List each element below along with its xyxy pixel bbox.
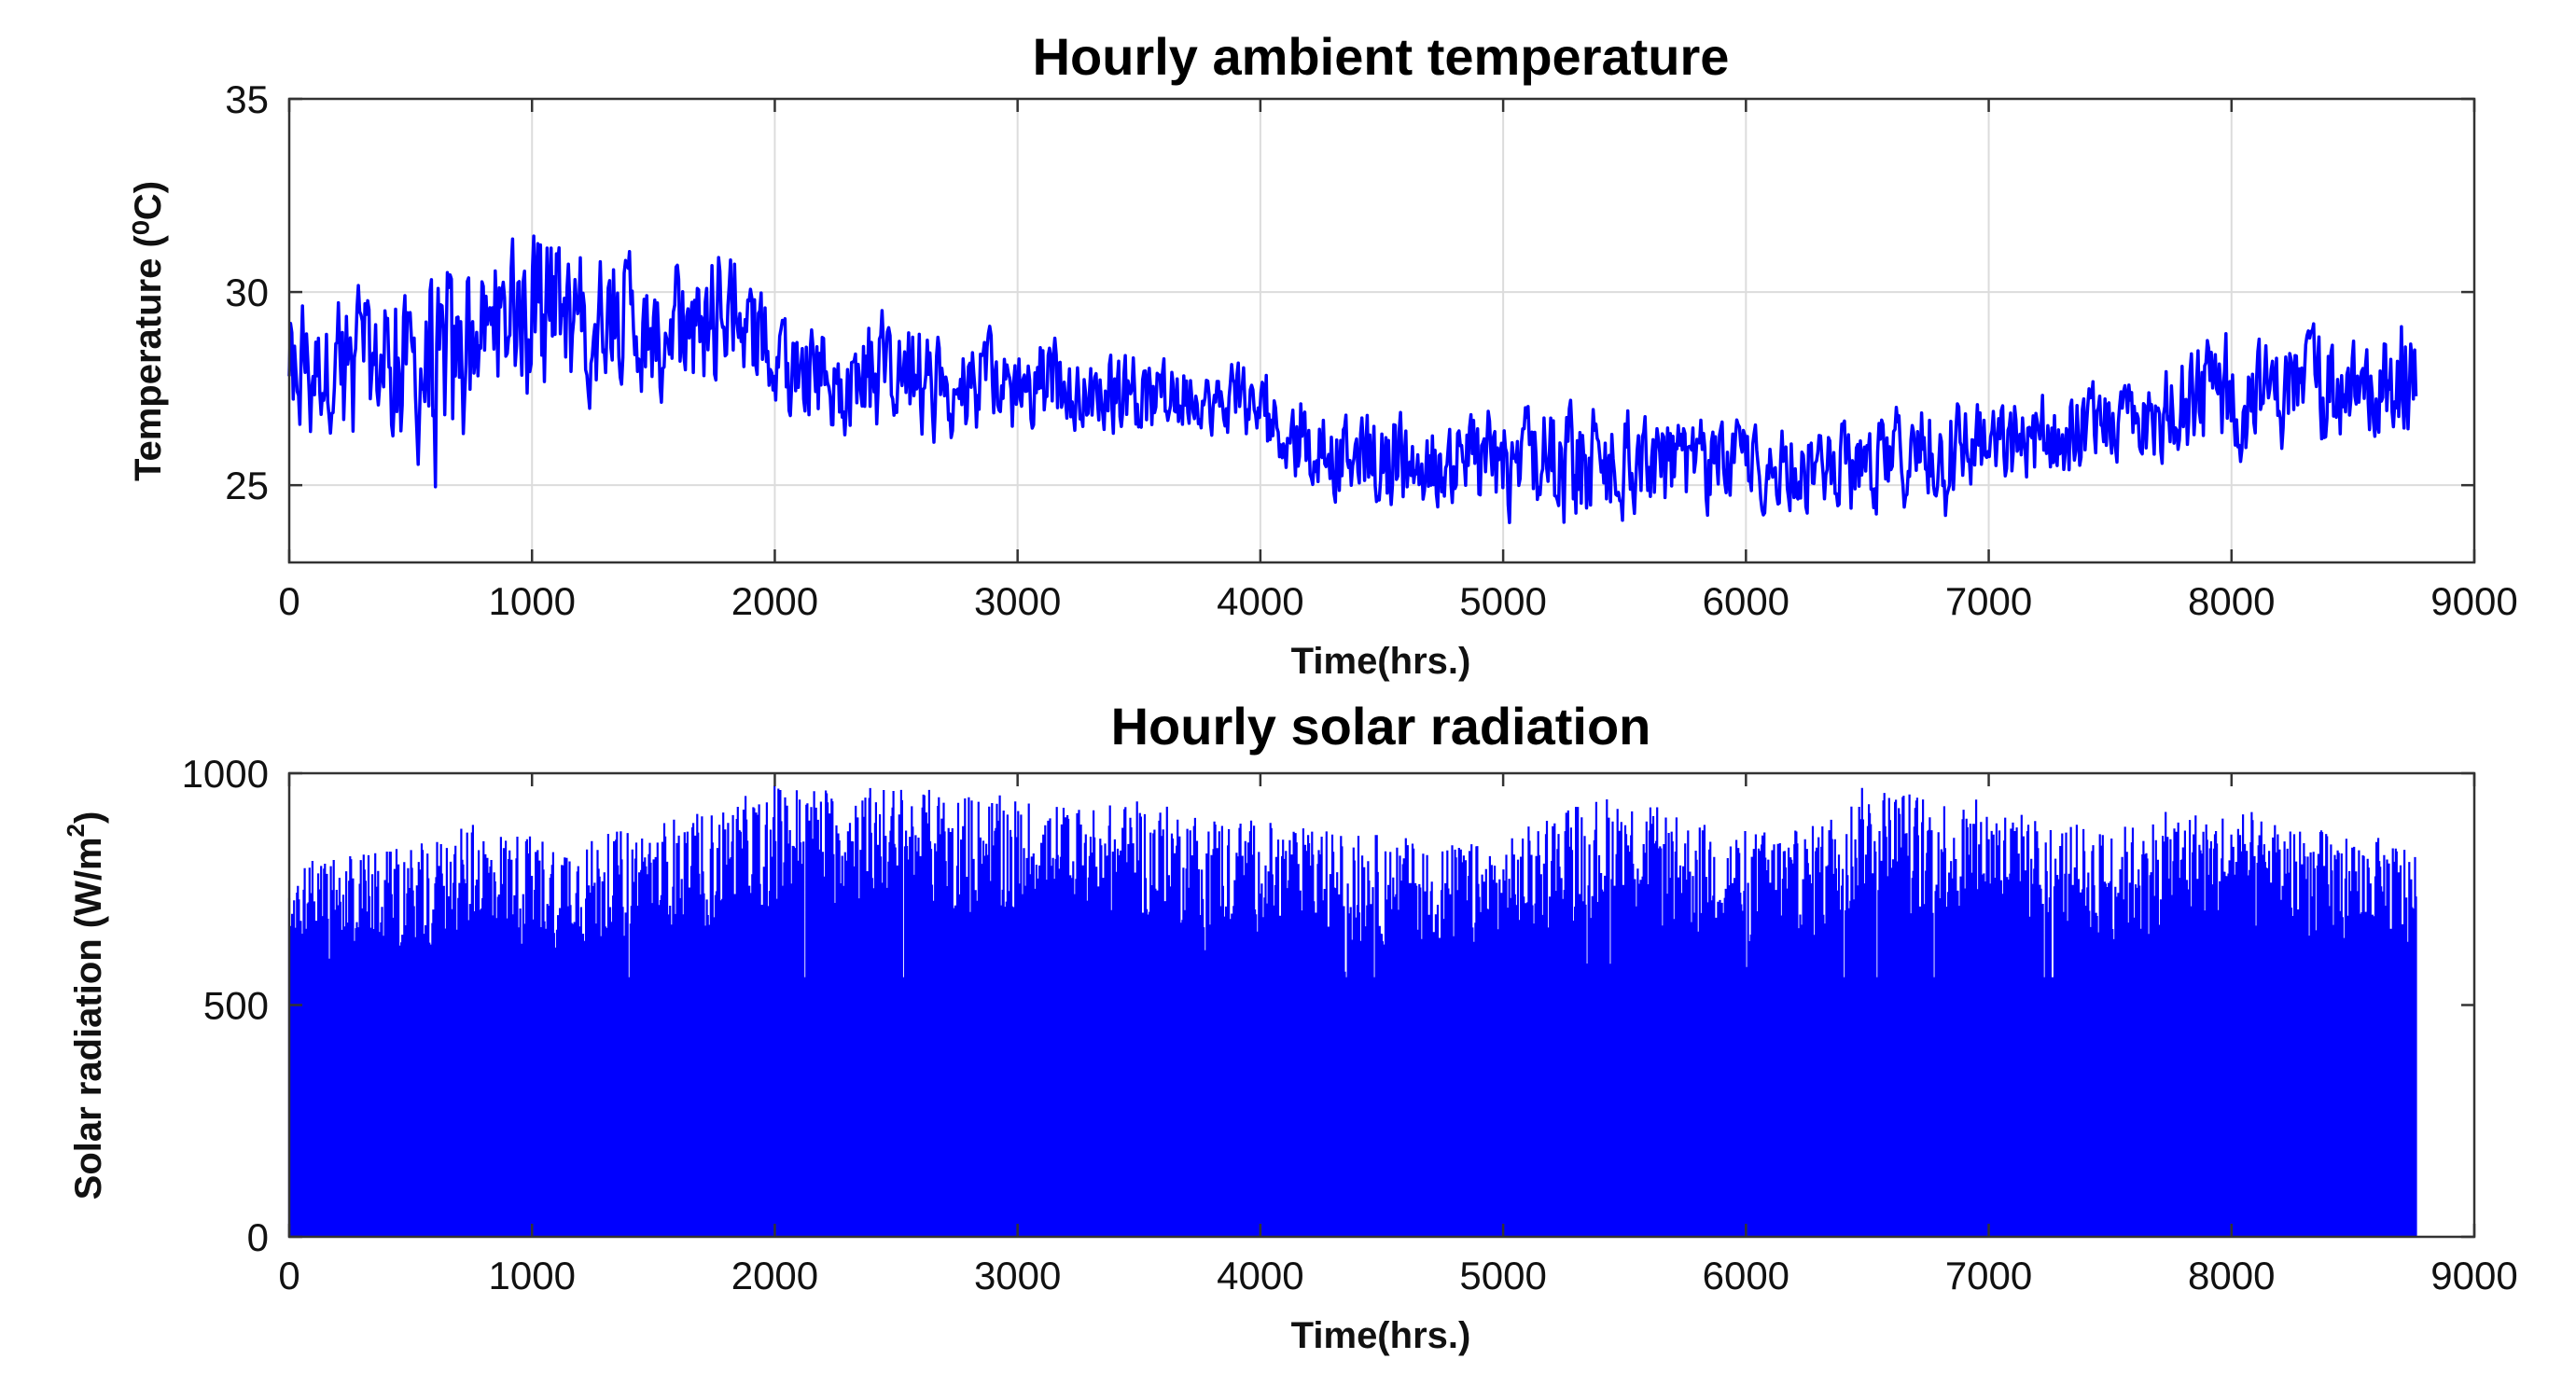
y-axis-label-close: ) (68, 811, 109, 824)
x-tick-label: 1000 (489, 579, 576, 623)
x-tick-label: 4000 (1217, 1254, 1303, 1297)
solar-radiation-chart: Hourly solar radiation 0 1000 2000 3000 4000… (62, 697, 2518, 1356)
y-axis-label: Temperature (⁰C) (128, 181, 169, 481)
y-axis-label-main: Solar radiation (W/m (68, 837, 109, 1200)
x-tick-label: 6000 (1703, 579, 1789, 623)
x-axis-label: Time(hrs.) (1291, 641, 1471, 682)
chart-title: Hourly solar radiation (1111, 697, 1651, 756)
radiation-line (287, 785, 2417, 1237)
temperature-chart: Hourly ambient temperature 0 1000 2000 3000… (128, 27, 2518, 682)
x-tick-label: 0 (278, 579, 299, 623)
temperature-series (287, 234, 2418, 524)
temperature-line (287, 234, 2418, 524)
x-tick-label: 7000 (1945, 579, 2032, 623)
y-tick-labels: 25 30 35 (225, 77, 269, 507)
axis-ticks (287, 771, 2476, 1239)
x-tick-label: 1000 (489, 1254, 576, 1297)
x-tick-label: 4000 (1217, 579, 1303, 623)
x-tick-label: 6000 (1703, 1254, 1789, 1297)
x-tick-labels: 0 1000 2000 3000 4000 5000 6000 7000 8000 9000 (278, 1254, 2517, 1297)
x-tick-label: 9000 (2430, 579, 2517, 623)
y-tick-label: 30 (225, 270, 269, 314)
x-tick-label: 9000 (2430, 1254, 2517, 1297)
x-tick-label: 0 (278, 1254, 299, 1297)
y-tick-labels: 0 500 1000 (182, 752, 269, 1259)
x-tick-label: 8000 (2188, 579, 2275, 623)
y-tick-label: 25 (225, 464, 269, 507)
y-axis-label: Solar radiation (W/m2) (62, 811, 109, 1200)
y-tick-label: 1000 (182, 752, 269, 796)
y-tick-label: 35 (225, 77, 269, 121)
plot-frame (287, 97, 2476, 564)
y-axis-label-superscript: 2 (62, 824, 90, 837)
x-tick-label: 7000 (1945, 1254, 2032, 1297)
x-tick-label: 5000 (1459, 1254, 1546, 1297)
axis-ticks (287, 97, 2476, 562)
y-tick-label: 500 (203, 984, 269, 1028)
x-tick-label: 2000 (731, 579, 818, 623)
chart-title: Hourly ambient temperature (1033, 27, 1730, 86)
x-tick-label: 5000 (1459, 579, 1546, 623)
x-axis-label: Time(hrs.) (1291, 1315, 1471, 1356)
x-tick-label: 8000 (2188, 1254, 2275, 1297)
x-tick-label: 3000 (974, 1254, 1061, 1297)
solar-radiation-series (287, 785, 2417, 1237)
x-tick-label: 2000 (731, 1254, 818, 1297)
x-tick-label: 3000 (974, 579, 1061, 623)
x-tick-labels: 0 1000 2000 3000 4000 5000 6000 7000 8000 9000 (278, 579, 2517, 623)
y-tick-label: 0 (247, 1215, 269, 1259)
